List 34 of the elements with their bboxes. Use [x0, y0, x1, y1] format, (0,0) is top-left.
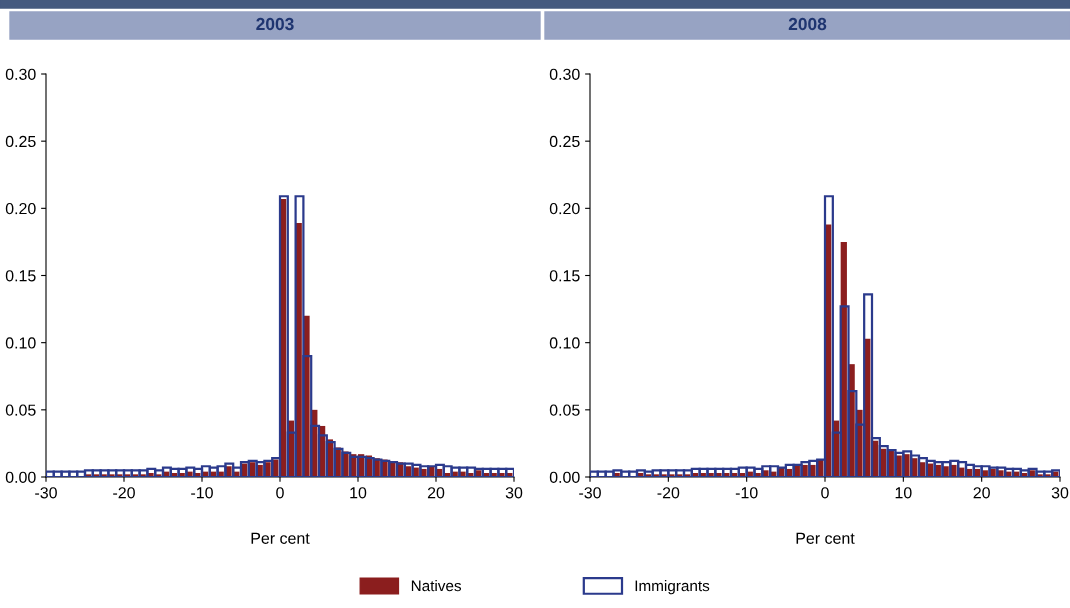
y-tick-label: 0.20	[549, 202, 580, 215]
y-tick-label: 0.30	[5, 68, 36, 80]
chart-title: 2003	[256, 17, 294, 31]
x-tick-label: 30	[1051, 487, 1069, 499]
y-tick-label: 0.10	[5, 337, 36, 349]
x-tick-label: 0	[821, 487, 829, 499]
y-tick-label: 0.15	[5, 270, 36, 282]
x-tick-label: -30	[579, 487, 601, 499]
y-tick-label: 0.05	[5, 404, 36, 416]
y-tick-label: 0.30	[549, 68, 580, 80]
y-tick-label: 0.00	[5, 471, 36, 483]
legend-label: Natives	[411, 580, 462, 592]
y-tick-label: 0.20	[5, 202, 36, 215]
x-tick-label: 10	[895, 487, 912, 499]
y-tick-label: 0.10	[549, 337, 580, 349]
y-tick-label: 0.15	[549, 270, 580, 282]
x-tick-label: -10	[735, 487, 758, 499]
x-tick-label: -20	[657, 487, 680, 499]
y-tick-label: 0.00	[549, 471, 580, 483]
y-tick-label: 0.25	[549, 135, 580, 148]
x-tick-label: -10	[191, 487, 213, 499]
y-tick-label: 0.25	[5, 135, 36, 148]
legend-label: Immigrants	[635, 580, 710, 595]
x-tick-label: -30	[35, 487, 57, 499]
x-tick-label: 20	[427, 487, 445, 499]
x-tick-label: -20	[113, 487, 135, 499]
x-tick-label: 10	[350, 487, 367, 499]
x-tick-label: 0	[276, 487, 284, 499]
y-tick-label: 0.05	[549, 404, 580, 416]
chart-title: 2008	[788, 17, 827, 31]
x-axis-title: Per cent	[251, 532, 310, 544]
x-tick-label: 30	[505, 487, 523, 499]
x-axis-title: Per cent	[796, 532, 855, 544]
x-tick-label: 20	[973, 487, 990, 499]
